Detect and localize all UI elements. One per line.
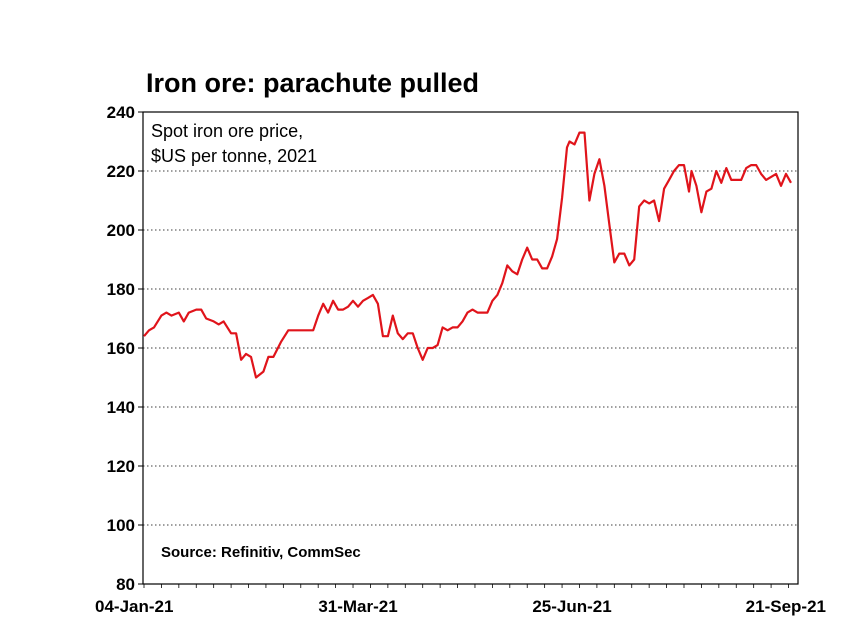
x-axis: 04-Jan-21 31-Mar-21 25-Jun-21 21-Sep-21: [95, 584, 826, 616]
y-tick-label: 160: [107, 339, 135, 358]
y-tick-label: 220: [107, 162, 135, 181]
x-tick-label: 31-Mar-21: [318, 597, 397, 616]
x-tick-label: 21-Sep-21: [746, 597, 826, 616]
y-axis: 80 100 120 140 160 180 200 220 240: [107, 103, 143, 594]
x-tick-label: 04-Jan-21: [95, 597, 173, 616]
y-tick-label: 80: [116, 575, 135, 594]
annotation-line-1: Spot iron ore price,: [151, 121, 303, 141]
y-tick-label: 120: [107, 457, 135, 476]
series-line: [143, 131, 792, 379]
y-tick-label: 140: [107, 398, 135, 417]
y-tick-label: 180: [107, 280, 135, 299]
y-tick-label: 240: [107, 103, 135, 122]
y-tick-label: 200: [107, 221, 135, 240]
x-tick-label: 25-Jun-21: [532, 597, 611, 616]
chart-title: Iron ore: parachute pulled: [146, 68, 479, 98]
source-note: Source: Refinitiv, CommSec: [161, 544, 361, 561]
annotation-line-2: $US per tonne, 2021: [151, 146, 317, 166]
gridlines: [143, 170, 798, 526]
y-tick-label: 100: [107, 516, 135, 535]
series-group: [143, 131, 792, 379]
